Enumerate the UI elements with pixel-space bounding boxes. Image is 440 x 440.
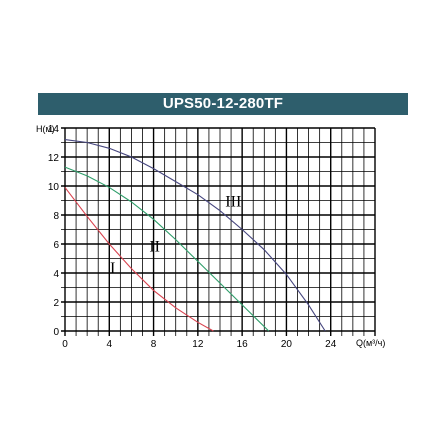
y-tick-label: 0 [53, 327, 59, 338]
y-tick-label: 2 [53, 298, 59, 309]
chart-title: UPS50-12-280TF [38, 93, 408, 115]
x-axis-label: Q(м³/ч) [356, 338, 385, 348]
x-tick-label: 12 [192, 339, 204, 350]
y-tick-label: 8 [53, 211, 59, 222]
y-tick-label: 4 [53, 269, 59, 280]
series-curve-I [64, 187, 214, 332]
series-curve-III [64, 139, 326, 332]
chart-curves [64, 139, 326, 332]
x-tick-label: 20 [281, 339, 293, 350]
x-tick-label: 8 [151, 339, 157, 350]
x-tick-label: 16 [237, 339, 249, 350]
curve-label-III: III [225, 193, 241, 210]
curve-label-II: II [149, 238, 160, 255]
y-tick-label: 12 [48, 153, 60, 164]
y-tick-label: 10 [48, 182, 60, 193]
y-tick-label: 6 [53, 240, 59, 251]
x-tick-label: 4 [107, 339, 113, 350]
x-tick-label: 24 [325, 339, 337, 350]
curve-label-I: I [110, 260, 115, 277]
chart-grid [61, 127, 376, 336]
series-curve-II [64, 166, 270, 332]
y-axis-label: H(м) [36, 124, 55, 134]
y-tick-label: 14 [48, 124, 60, 135]
x-tick-label: 0 [62, 339, 68, 350]
